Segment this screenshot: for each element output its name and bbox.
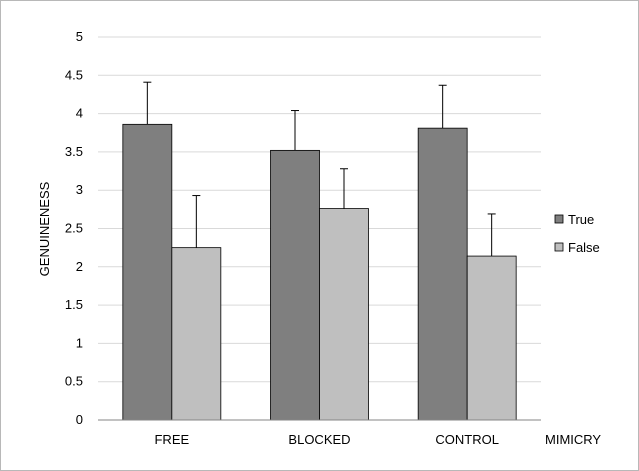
legend-swatch	[554, 214, 564, 224]
y-tick-label: 5	[76, 29, 83, 44]
legend-label: True	[568, 212, 594, 227]
y-tick-label: 0	[76, 412, 83, 427]
legend: True False	[554, 212, 600, 255]
bar-false-control	[466, 255, 517, 421]
x-axis-title: MIMICRY	[545, 432, 601, 447]
y-tick-label: 3.5	[65, 144, 83, 159]
category-labels: FREE BLOCKED CONTROL	[154, 432, 498, 447]
y-tick-label: 1.5	[65, 297, 83, 312]
bar-false-free	[171, 247, 222, 421]
y-tick-label: 2	[76, 259, 83, 274]
bar-false-blocked	[319, 208, 369, 421]
legend-label: False	[568, 240, 600, 255]
y-axis-title: GENUINENESS	[37, 181, 52, 276]
legend-swatch	[554, 242, 564, 252]
bar-true-blocked	[270, 149, 320, 421]
bar-true-control	[417, 127, 468, 421]
y-tick-label: 3	[76, 182, 83, 197]
category-label: CONTROL	[435, 432, 499, 447]
bars	[122, 81, 517, 421]
category-label: BLOCKED	[288, 432, 350, 447]
y-tick-label: 2.5	[65, 221, 83, 236]
y-tick-label: 4.5	[65, 67, 83, 82]
y-tick-label: 1	[76, 335, 83, 350]
category-label: FREE	[154, 432, 189, 447]
bar-true-free	[122, 123, 173, 421]
y-tick-label: 4	[76, 106, 83, 121]
y-tick-labels: 0 0.5 1 1.5 2 2.5 3 3.5 4 4.5 5	[65, 29, 83, 427]
y-tick-label: 0.5	[65, 374, 83, 389]
